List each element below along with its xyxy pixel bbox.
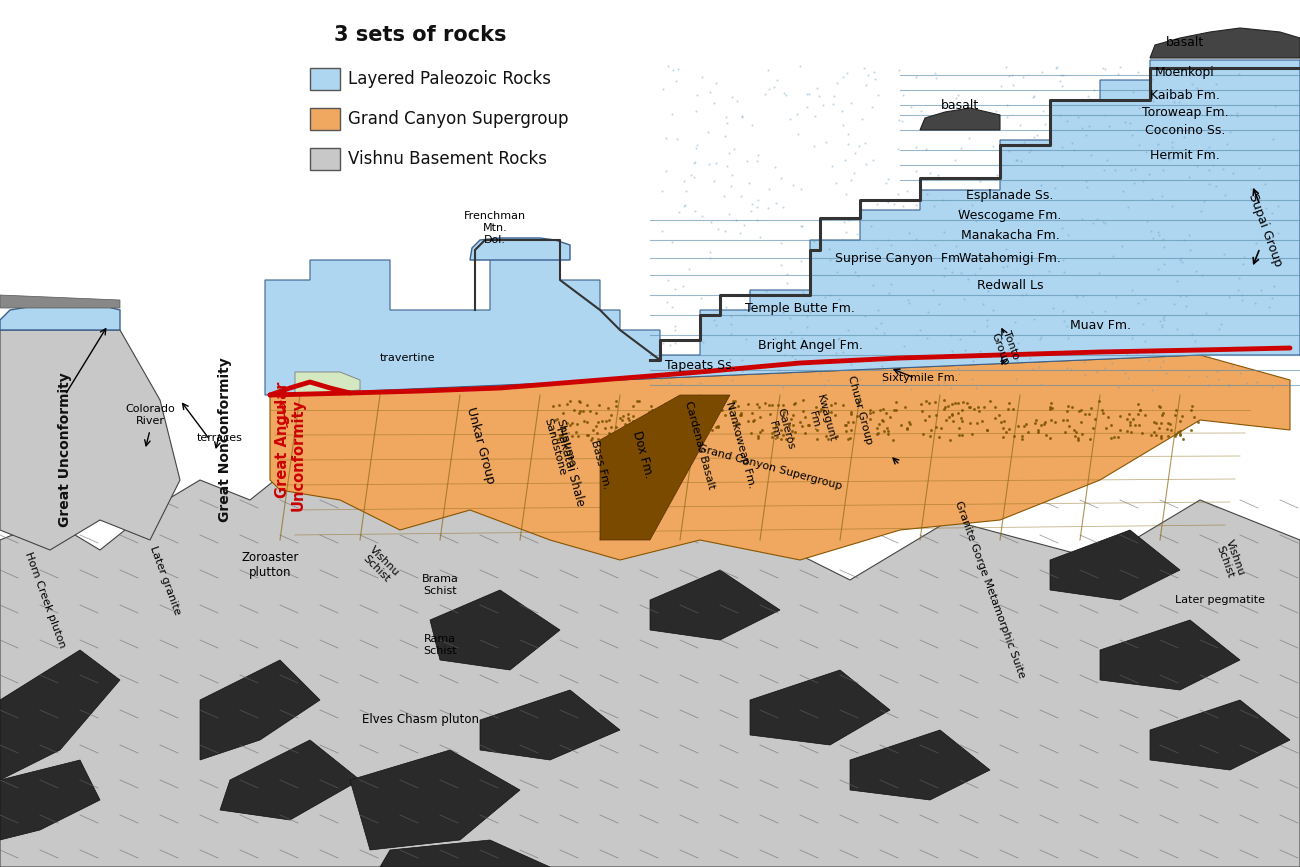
Text: Redwall Ls: Redwall Ls <box>976 278 1043 291</box>
Text: Bass Fm.: Bass Fm. <box>589 440 611 491</box>
Polygon shape <box>471 238 569 260</box>
Text: Horn Creek pluton: Horn Creek pluton <box>23 551 68 649</box>
Text: Grand Canyon Supergroup: Grand Canyon Supergroup <box>697 443 842 491</box>
Polygon shape <box>295 372 360 395</box>
Text: Supai Group: Supai Group <box>1245 192 1284 269</box>
Text: Temple Butte Fm.: Temple Butte Fm. <box>745 302 855 315</box>
Text: Grand Canyon Supergroup: Grand Canyon Supergroup <box>348 110 568 128</box>
Text: Zoroaster
plutton: Zoroaster plutton <box>242 551 299 579</box>
Polygon shape <box>380 840 550 867</box>
Text: Suprise Canyon  Fm.: Suprise Canyon Fm. <box>836 251 965 264</box>
Text: Great Unconformity: Great Unconformity <box>58 373 72 527</box>
Text: Bright Angel Fm.: Bright Angel Fm. <box>758 338 862 351</box>
Polygon shape <box>1150 28 1300 58</box>
Text: Chuar Group: Chuar Group <box>846 375 874 446</box>
Text: Wescogame Fm.: Wescogame Fm. <box>958 208 1062 221</box>
Text: Later granite: Later granite <box>148 544 182 616</box>
Text: 3 sets of rocks: 3 sets of rocks <box>334 25 506 45</box>
Text: Great Nonconformity: Great Nonconformity <box>218 357 231 523</box>
Text: Hakatai Shale: Hakatai Shale <box>552 426 586 508</box>
Text: Brama
Schist: Brama Schist <box>421 574 459 596</box>
Text: Great Angular: Great Angular <box>274 381 290 499</box>
Polygon shape <box>265 60 1300 395</box>
Polygon shape <box>1150 700 1290 770</box>
Text: Frenchman
Mtn.
Dol.: Frenchman Mtn. Dol. <box>464 212 526 244</box>
Text: Tapeats Ss.: Tapeats Ss. <box>664 358 736 371</box>
Text: Kwagunt
Fm.: Kwagunt Fm. <box>803 394 837 447</box>
Polygon shape <box>0 760 100 840</box>
Text: Muav Fm.: Muav Fm. <box>1070 318 1131 331</box>
Text: Colorado
River: Colorado River <box>125 404 176 426</box>
Text: Unkar Group: Unkar Group <box>464 405 497 485</box>
Text: Layered Paleozoic Rocks: Layered Paleozoic Rocks <box>348 70 551 88</box>
Polygon shape <box>350 750 520 850</box>
Text: Elves Chasm pluton: Elves Chasm pluton <box>361 714 478 727</box>
Text: Coconino Ss.: Coconino Ss. <box>1145 123 1225 136</box>
Text: Dox Fm.: Dox Fm. <box>630 430 655 480</box>
Text: basalt: basalt <box>1166 36 1204 49</box>
Polygon shape <box>0 295 120 308</box>
Text: Manakacha Fm.: Manakacha Fm. <box>961 229 1059 242</box>
Text: Vishnu
Schist: Vishnu Schist <box>359 544 400 586</box>
Text: Vishnu
Schist: Vishnu Schist <box>1213 538 1247 582</box>
Text: Esplanade Ss.: Esplanade Ss. <box>966 188 1054 201</box>
Polygon shape <box>480 690 620 760</box>
Polygon shape <box>850 730 991 800</box>
Text: travertine: travertine <box>380 353 436 363</box>
FancyBboxPatch shape <box>309 108 341 130</box>
Polygon shape <box>200 660 320 760</box>
Text: Unconformity: Unconformity <box>290 399 305 511</box>
Text: Watahomigi Fm.: Watahomigi Fm. <box>959 251 1061 264</box>
Text: Kaibab Fm.: Kaibab Fm. <box>1150 88 1219 101</box>
Polygon shape <box>220 740 360 820</box>
Text: terraces: terraces <box>198 433 243 443</box>
Text: Moenkopi: Moenkopi <box>1156 66 1216 79</box>
Text: basalt: basalt <box>941 99 979 112</box>
Text: Rama
Schist: Rama Schist <box>424 634 456 655</box>
Text: Shinumo
Sandstone: Shinumo Sandstone <box>542 414 578 476</box>
FancyBboxPatch shape <box>309 68 341 90</box>
Text: Galeros
Fm.: Galeros Fm. <box>764 407 796 453</box>
Polygon shape <box>750 670 890 745</box>
Polygon shape <box>0 330 179 550</box>
Text: Granite Gorge Metamorphic Suite: Granite Gorge Metamorphic Suite <box>953 500 1027 680</box>
Polygon shape <box>920 108 1000 130</box>
Text: Later pegmatite: Later pegmatite <box>1175 595 1265 605</box>
Text: Hermit Fm.: Hermit Fm. <box>1150 148 1219 161</box>
Text: Tonto
Group: Tonto Group <box>989 328 1021 367</box>
FancyBboxPatch shape <box>309 148 341 170</box>
Polygon shape <box>601 395 731 540</box>
Polygon shape <box>0 440 1300 867</box>
Polygon shape <box>270 355 1290 560</box>
Polygon shape <box>430 590 560 670</box>
Text: Vishnu Basement Rocks: Vishnu Basement Rocks <box>348 150 547 168</box>
Polygon shape <box>1050 530 1180 600</box>
Text: Sixtymile Fm.: Sixtymile Fm. <box>881 373 958 383</box>
Polygon shape <box>650 570 780 640</box>
Text: Cardenas Basalt: Cardenas Basalt <box>684 400 716 490</box>
Polygon shape <box>1100 620 1240 690</box>
Polygon shape <box>0 302 120 330</box>
Text: Nankoweap Fm.: Nankoweap Fm. <box>724 401 757 490</box>
Polygon shape <box>0 650 120 780</box>
Text: Toroweap Fm.: Toroweap Fm. <box>1141 106 1228 119</box>
